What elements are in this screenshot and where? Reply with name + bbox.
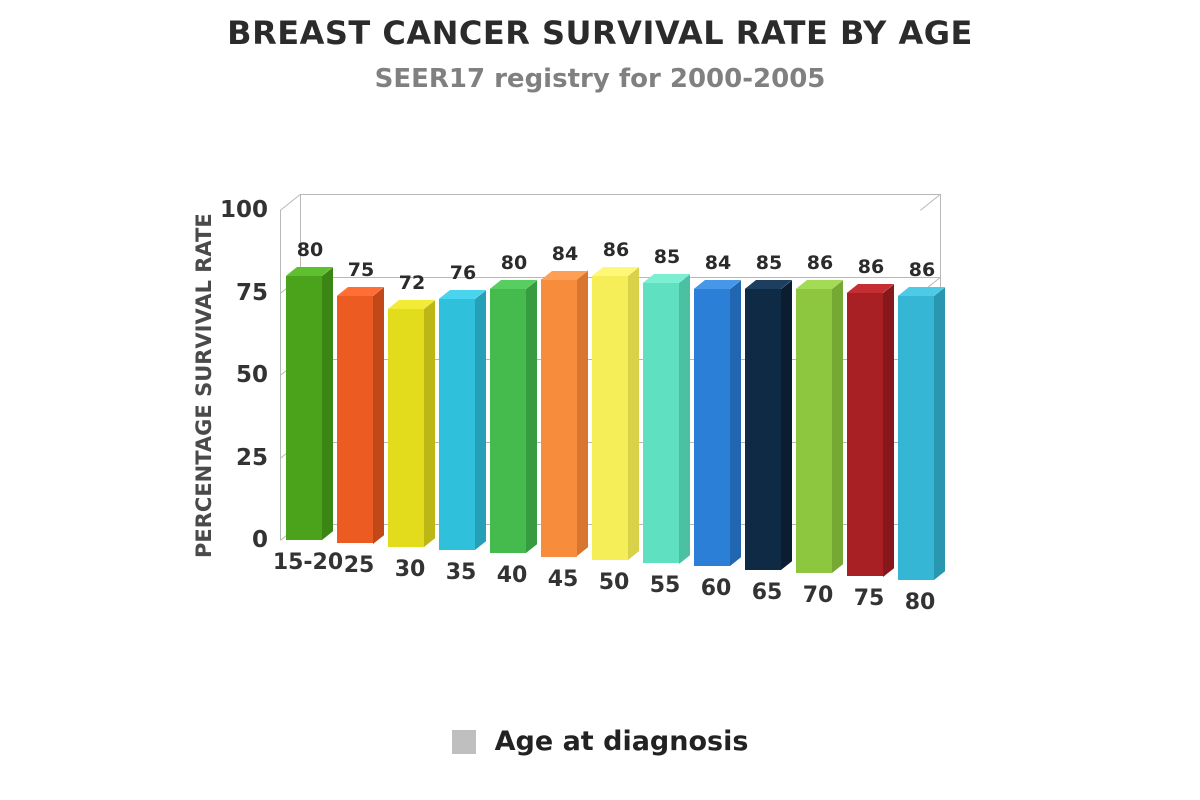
bar-side xyxy=(475,290,486,550)
chart-subtitle: SEER17 registry for 2000-2005 xyxy=(0,64,1200,94)
bar-front xyxy=(796,289,832,573)
x-tick-label: 60 xyxy=(701,576,732,601)
survival-rate-chart: BREAST CANCER SURVIVAL RATE BY AGE SEER1… xyxy=(0,0,1200,800)
x-tick-label: 80 xyxy=(905,590,936,615)
x-tick-label: 30 xyxy=(395,557,426,582)
x-tick-label: 55 xyxy=(650,573,681,598)
bar-side xyxy=(628,267,639,560)
x-tick-label: 35 xyxy=(446,560,477,585)
x-tick-label: 25 xyxy=(344,553,375,578)
bars-container: 80757276808486858485868686 xyxy=(280,210,940,540)
bar xyxy=(388,309,424,547)
x-tick-label: 70 xyxy=(803,583,834,608)
x-tick-label: 50 xyxy=(599,570,630,595)
bar-side xyxy=(679,274,690,563)
plot-area: 80757276808486858485868686 025507510015-… xyxy=(280,210,940,540)
grid-diagonal xyxy=(280,194,301,211)
bar-side xyxy=(883,284,894,577)
bar xyxy=(898,296,934,580)
bar-front xyxy=(286,276,322,540)
bar xyxy=(796,289,832,573)
bar-front xyxy=(745,289,781,570)
y-tick-label: 100 xyxy=(220,197,268,223)
bar-front xyxy=(643,283,679,564)
bar xyxy=(439,299,475,550)
legend: Age at diagnosis xyxy=(0,726,1200,757)
legend-label: Age at diagnosis xyxy=(495,726,749,757)
grid-line xyxy=(300,194,940,195)
y-axis-label: PERCENTAGE SURVIVAL RATE xyxy=(192,213,216,558)
bar-front xyxy=(490,289,526,553)
y-tick-label: 25 xyxy=(236,445,268,471)
bar-value-label: 86 xyxy=(892,259,952,281)
bar-side xyxy=(526,280,537,553)
bar-value-label: 80 xyxy=(280,239,340,261)
bar xyxy=(847,293,883,577)
chart-title: BREAST CANCER SURVIVAL RATE BY AGE xyxy=(0,14,1200,52)
bar xyxy=(490,289,526,553)
x-tick-label: 65 xyxy=(752,580,783,605)
bar-side xyxy=(373,287,384,543)
x-tick-label: 45 xyxy=(548,567,579,592)
x-tick-label: 40 xyxy=(497,563,528,588)
bar-front xyxy=(388,309,424,547)
bar-side xyxy=(322,267,333,540)
y-tick-label: 0 xyxy=(252,527,268,553)
bar-front xyxy=(337,296,373,544)
bar xyxy=(337,296,373,544)
grid-diagonal xyxy=(920,194,941,211)
bar-side xyxy=(781,280,792,569)
bar-front xyxy=(592,276,628,560)
bar-side xyxy=(730,280,741,566)
bar-front xyxy=(694,289,730,566)
x-tick-label: 15-20 xyxy=(273,550,343,575)
bar xyxy=(286,276,322,540)
bar xyxy=(643,283,679,564)
bar xyxy=(745,289,781,570)
legend-swatch xyxy=(452,730,476,754)
bar xyxy=(694,289,730,566)
y-tick-label: 50 xyxy=(236,362,268,388)
bar-side xyxy=(424,300,435,546)
x-tick-label: 75 xyxy=(854,586,885,611)
bar-front xyxy=(439,299,475,550)
bar-side xyxy=(832,280,843,573)
bar xyxy=(592,276,628,560)
bar-front xyxy=(847,293,883,577)
bar-front xyxy=(898,296,934,580)
bar-side xyxy=(577,271,588,557)
bar xyxy=(541,279,577,556)
y-tick-label: 75 xyxy=(236,280,268,306)
bar-front xyxy=(541,279,577,556)
bar-side xyxy=(934,287,945,580)
